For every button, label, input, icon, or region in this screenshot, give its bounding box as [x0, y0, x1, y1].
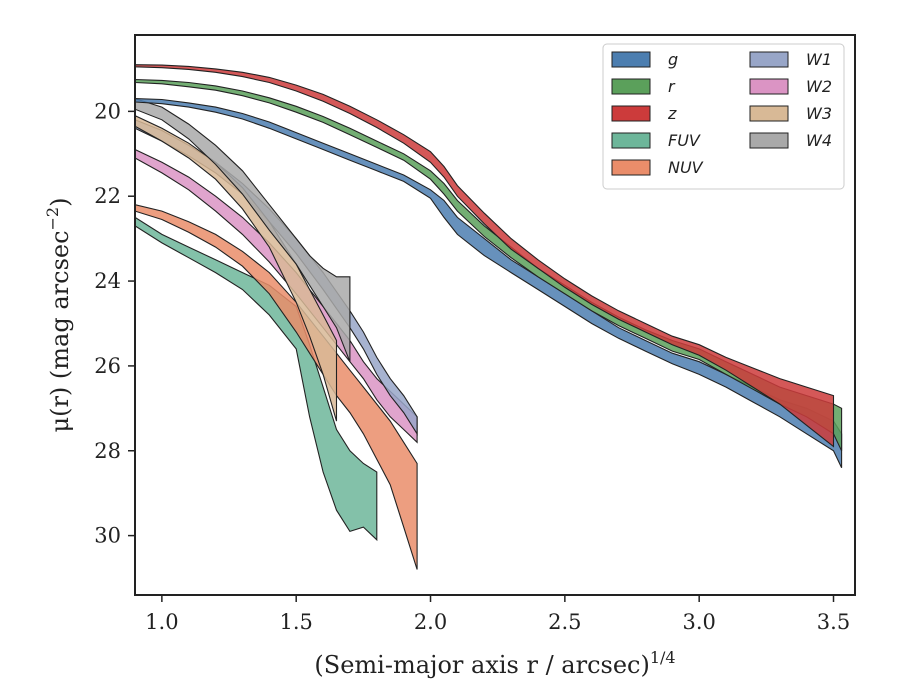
- band-nuv: [135, 204, 418, 570]
- band-w4: [135, 98, 351, 362]
- legend-label-g: g: [668, 50, 678, 69]
- x-axis-ticks: 1.0 1.5 2.0 2.5 3.0 3.5: [145, 595, 850, 634]
- y-axis-title: μ(r) (mag arcsec−2): [43, 198, 74, 433]
- legend-swatch-fuv: [611, 132, 651, 149]
- legend-label-nuv: NUV: [668, 158, 704, 177]
- x-tick-label: 2.0: [414, 610, 447, 634]
- legend-label-r: r: [668, 77, 676, 96]
- x-tick-label: 1.5: [279, 610, 312, 634]
- plot-frame: [134, 34, 856, 596]
- y-tick-label: 26: [94, 354, 121, 378]
- x-axis-title: (Semi-major axis r / arcsec)1/4: [314, 648, 675, 679]
- legend-swatch-w3: [749, 105, 789, 122]
- legend-label-w4: W4: [806, 131, 832, 150]
- band-z: [135, 64, 835, 448]
- y-axis-ticks: 20 22 24 26 28 30: [94, 99, 135, 548]
- legend-swatch-z: [611, 105, 651, 122]
- legend: grz FUV NUV W1 W2 W3 W4: [602, 43, 845, 190]
- x-tick-label: 3.5: [817, 610, 850, 634]
- legend-label-fuv: FUV: [668, 131, 701, 150]
- legend-label-w3: W3: [806, 104, 832, 123]
- legend-swatch-nuv: [611, 159, 651, 176]
- y-tick-label: 24: [94, 269, 121, 293]
- legend-swatch-r: [611, 78, 651, 95]
- y-tick-label: 20: [94, 99, 121, 123]
- y-tick-label: 22: [94, 184, 121, 208]
- y-tick-label: 28: [94, 439, 121, 463]
- legend-swatch-w4: [749, 132, 789, 149]
- band-r: [135, 78, 843, 452]
- x-tick-label: 1.0: [145, 610, 178, 634]
- y-axis-title-close: ): [46, 198, 74, 207]
- legend-label-w1: W1: [806, 50, 832, 69]
- x-tick-label: 2.5: [548, 610, 581, 634]
- x-tick-label: 3.0: [682, 610, 715, 634]
- legend-label-z: z: [667, 104, 677, 123]
- x-axis-title-exponent: 1/4: [650, 648, 676, 667]
- y-axis-title-exponent: −2: [43, 207, 62, 231]
- legend-swatch-g: [611, 51, 651, 68]
- y-tick-label: 30: [94, 524, 121, 548]
- band-g: [135, 98, 843, 468]
- band-fuv: [135, 216, 378, 542]
- legend-label-w2: W2: [806, 77, 832, 96]
- legend-swatch-w2: [749, 78, 789, 95]
- legend-swatch-w1: [749, 51, 789, 68]
- series-bands: [135, 64, 843, 570]
